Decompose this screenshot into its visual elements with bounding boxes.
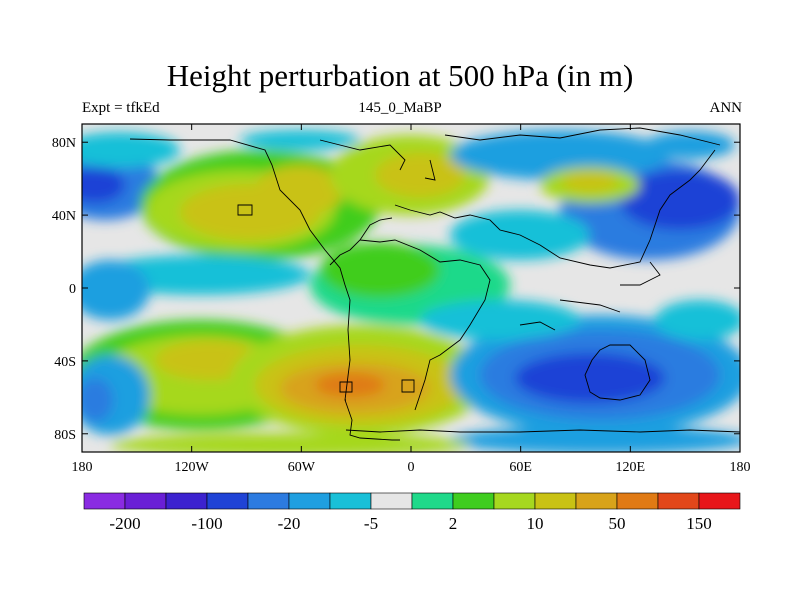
colorbar-label: -100 <box>191 514 222 533</box>
x-tick-label: 60W <box>288 460 316 475</box>
colorbar: -200 -100 -20 -5 2 10 50 150 <box>83 492 741 533</box>
colorbar-box <box>575 492 618 510</box>
longitude-axis: 180 120W 60W 0 60E 120E 180 <box>72 124 751 475</box>
colorbar-label: -200 <box>109 514 140 533</box>
colorbar-box <box>329 492 372 510</box>
latitude-axis: 80N 40N 0 40S 80S <box>52 136 740 443</box>
colorbar-box <box>657 492 700 510</box>
colorbar-box <box>493 492 536 510</box>
x-tick-label: 180 <box>72 460 93 475</box>
plot-title: Height perturbation at 500 hPa (in m) <box>166 58 634 93</box>
colorbar-box <box>247 492 290 510</box>
colorbar-box <box>411 492 454 510</box>
y-tick-label: 0 <box>69 282 76 297</box>
x-tick-label: 120W <box>175 460 210 475</box>
season-label: ANN <box>709 100 743 116</box>
y-tick-label: 80N <box>52 136 76 151</box>
height-perturbation-field <box>82 124 740 452</box>
colorbar-label: 10 <box>527 514 544 533</box>
x-tick-label: 120E <box>616 460 646 475</box>
colorbar-label: -20 <box>278 514 301 533</box>
colorbar-box <box>83 492 126 510</box>
y-tick-label: 80S <box>54 428 76 443</box>
experiment-label: Expt = tfkEd <box>82 100 160 116</box>
colorbar-box <box>206 492 249 510</box>
colorbar-box <box>616 492 659 510</box>
colorbar-label: 150 <box>686 514 712 533</box>
colorbar-box <box>288 492 331 510</box>
time-label: 145_0_MaBP <box>358 100 442 116</box>
colorbar-label: -5 <box>364 514 378 533</box>
colorbar-box <box>698 492 741 510</box>
x-tick-label: 0 <box>408 460 415 475</box>
colorbar-box <box>165 492 208 510</box>
colorbar-box <box>124 492 167 510</box>
colorbar-box <box>452 492 495 510</box>
colorbar-label: 50 <box>609 514 626 533</box>
x-tick-label: 60E <box>509 460 532 475</box>
y-tick-label: 40N <box>52 209 76 224</box>
colorbar-label: 2 <box>449 514 458 533</box>
y-tick-label: 40S <box>54 355 76 370</box>
colorbar-box <box>534 492 577 510</box>
colorbar-box <box>370 492 413 510</box>
x-tick-label: 180 <box>730 460 751 475</box>
coastlines <box>129 127 740 441</box>
